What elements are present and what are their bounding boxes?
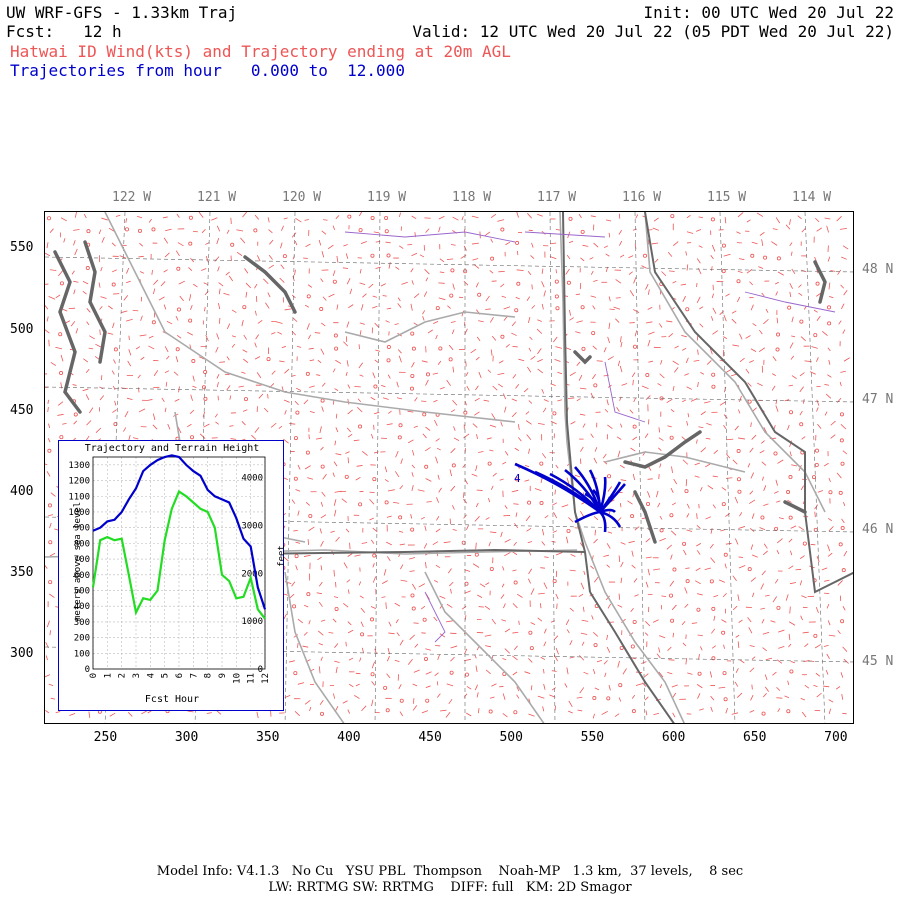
trajectory-label: 4 — [514, 472, 521, 485]
inset-y-tick: 1300 — [68, 461, 90, 471]
x-tick-label: 250 — [93, 730, 118, 745]
x-tick-label: 550 — [580, 730, 605, 745]
inset-x-tick: 11 — [247, 673, 257, 684]
inset-feet-tick: 3000 — [241, 521, 263, 531]
inset-x-tick: 6 — [175, 673, 185, 678]
inset-x-tick: 1 — [103, 673, 113, 678]
trajectory-range: Trajectories from hour 0.000 to 12.000 — [10, 61, 405, 80]
x-tick-label: 650 — [742, 730, 767, 745]
x-tick-label: 700 — [824, 730, 848, 745]
y-tick-label: 300 — [10, 646, 34, 662]
inset-x-tick: 4 — [146, 673, 156, 678]
inset-x-tick: 7 — [189, 673, 199, 678]
inset-x-tick: 8 — [204, 673, 214, 678]
x-tick-label: 400 — [337, 730, 361, 745]
y-tick-label: 400 — [10, 483, 34, 499]
forecast-hour: Fcst: 12 h — [6, 22, 122, 41]
inset-y-tick: 800 — [74, 539, 90, 549]
valid-time: Valid: 12 UTC Wed 20 Jul 22 (05 PDT Wed … — [412, 22, 894, 41]
inset-x-tick: 10 — [232, 673, 242, 684]
inset-y-tick: 500 — [74, 586, 90, 596]
inset-x-tick: 9 — [218, 673, 228, 678]
inset-y-tick: 1000 — [68, 508, 90, 518]
inset-y-tick: 300 — [74, 618, 90, 628]
x-tick-label: 300 — [174, 730, 199, 745]
latitude-label: 48 N — [862, 262, 894, 277]
inset-y-tick: 700 — [74, 555, 90, 565]
inset-feet-tick: 1000 — [241, 617, 263, 627]
latitude-label: 45 N — [862, 654, 894, 669]
longitude-label: 119 W — [367, 190, 407, 205]
y-tick-label: 450 — [10, 402, 34, 418]
inset-x-axis-label: Fcst Hour — [144, 694, 200, 705]
longitude-label: 116 W — [622, 190, 662, 205]
inset-y-tick: 0 — [85, 665, 90, 675]
trajectory-series-line — [92, 454, 267, 610]
latitude-label: 46 N — [862, 522, 894, 537]
y-tick-label: 550 — [10, 240, 34, 256]
longitude-label: 117 W — [537, 190, 577, 205]
longitude-label: 114 W — [792, 190, 832, 205]
longitude-label: 120 W — [282, 190, 322, 205]
inset-y-tick: 900 — [74, 524, 90, 534]
longitude-label: 122 W — [112, 190, 152, 205]
inset-x-tick: 3 — [132, 673, 142, 678]
map-canvas[interactable]: 4 — [45, 212, 854, 724]
x-tick-label: 450 — [418, 730, 442, 745]
physics-info: LW: RRTMG SW: RRTMG DIFF: full KM: 2D Sm… — [268, 880, 632, 895]
trajectory-terrain-inset: Trajectory and Terrain Height meters abo… — [58, 440, 287, 711]
inset-y-tick: 1100 — [68, 492, 90, 502]
water-features — [53, 240, 827, 544]
x-tick-label: 600 — [661, 730, 686, 745]
inset-feet-tick: 2000 — [241, 569, 263, 579]
x-tick-label: 500 — [499, 730, 523, 745]
trajectory-paths — [514, 462, 626, 533]
inset-x-tick: 2 — [118, 673, 128, 678]
inset-x-tick: 12 — [261, 673, 271, 684]
terrain-series-line — [91, 489, 266, 620]
inset-y-tick: 200 — [74, 634, 90, 644]
y-tick-label: 350 — [10, 565, 34, 581]
longitude-label: 121 W — [197, 190, 237, 205]
inset-title: Trajectory and Terrain Height — [84, 443, 260, 454]
inset-feet-tick: 0 — [258, 665, 263, 675]
inset-y-tick: 400 — [74, 602, 90, 612]
init-time: Init: 00 UTC Wed 20 Jul 22 — [643, 3, 894, 22]
inset-y-tick: 1200 — [68, 477, 90, 487]
longitude-label: 118 W — [452, 190, 492, 205]
inset-feet-tick: 4000 — [241, 474, 263, 484]
x-tick-label: 350 — [256, 730, 280, 745]
inset-x-tick: 0 — [89, 673, 99, 678]
longitude-label: 115 W — [707, 190, 747, 205]
y-tick-label: 500 — [10, 321, 34, 337]
model-info: Model Info: V4.1.3 No Cu YSU PBL Thompso… — [156, 864, 744, 879]
inset-chart: 1300120011001000900800700600500400300200… — [68, 454, 271, 684]
inset-x-tick: 5 — [161, 673, 171, 678]
map-subtitle: Hatwai ID Wind(kts) and Trajectory endin… — [10, 42, 511, 61]
inset-y-tick: 600 — [74, 571, 90, 581]
inset-y-tick: 100 — [74, 649, 90, 659]
run-title: UW WRF-GFS - 1.33km Traj — [6, 3, 238, 22]
latitude-label: 47 N — [862, 392, 894, 407]
